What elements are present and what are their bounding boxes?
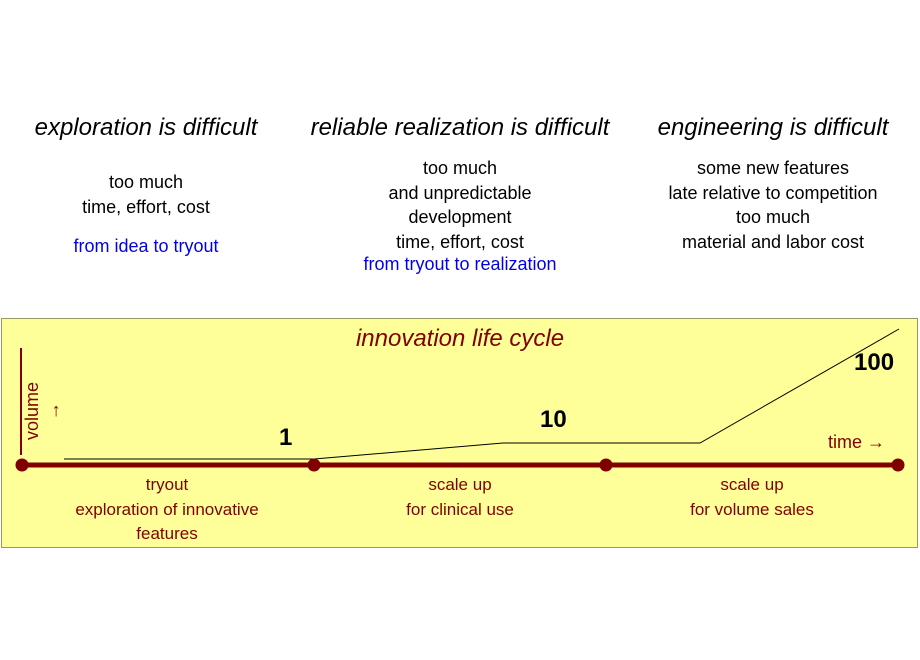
timeline-node: [15, 458, 29, 472]
timeline-node: [307, 458, 321, 472]
phase-line: exploration of innovative: [75, 499, 259, 519]
column-heading: engineering is difficult: [657, 114, 889, 141]
x-axis-label: time →: [828, 432, 886, 452]
phase-label-clinical: scale up for clinical use: [314, 473, 606, 522]
column-heading: exploration is difficult: [34, 114, 258, 141]
volume-marker: 1: [279, 424, 293, 451]
description-line: some new features: [696, 158, 850, 178]
phase-label-volume: scale up for volume sales: [606, 473, 898, 522]
volume-curve: [64, 328, 900, 460]
phase-label-tryout: tryout exploration of innovative feature…: [22, 473, 312, 547]
phase-line: for volume sales: [690, 499, 814, 519]
column-engineering: engineering is difficult some new featur…: [628, 114, 918, 254]
volume-marker: 100: [854, 349, 895, 376]
description-line: and unpredictable: [388, 182, 532, 203]
phase-line: tryout: [145, 475, 189, 494]
description-line: too much: [108, 172, 184, 192]
description-line: late relative to competition: [668, 182, 878, 203]
column-description: too much time, effort, cost: [0, 170, 292, 219]
column-exploration: exploration is difficult too much time, …: [0, 114, 292, 257]
description-line: development: [408, 207, 512, 227]
panel-title: innovation life cycle: [355, 325, 565, 352]
timeline-node: [891, 458, 905, 472]
column-note: from tryout to realization: [363, 254, 557, 274]
description-line: time, effort, cost: [396, 231, 524, 252]
phase-line: scale up: [428, 475, 492, 494]
description-line: too much: [422, 158, 498, 178]
lifecycle-panel: [1, 318, 918, 548]
column-note: from idea to tryout: [73, 236, 219, 256]
column-description: some new features late relative to compe…: [628, 156, 918, 254]
phase-line: for clinical use: [406, 499, 514, 519]
column-heading: reliable realization is difficult: [310, 114, 610, 141]
phase-line: features: [136, 524, 198, 543]
timeline-node: [599, 458, 613, 472]
phase-line: scale up: [720, 475, 784, 494]
description-line: time, effort, cost: [82, 196, 210, 217]
y-axis-label: volume →: [22, 381, 63, 441]
description-line: too much: [735, 207, 811, 227]
column-description: too much and unpredictable development t…: [292, 156, 628, 254]
column-realization: reliable realization is difficult too mu…: [292, 114, 628, 275]
volume-marker: 10: [540, 406, 567, 433]
description-line: material and labor cost: [681, 231, 865, 252]
